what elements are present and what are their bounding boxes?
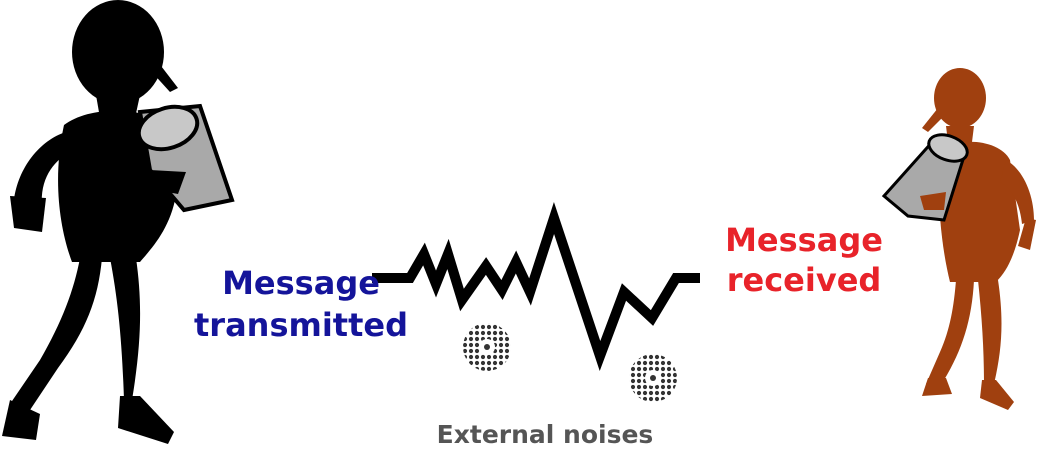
zigzag-signal-icon bbox=[372, 201, 700, 371]
tin-can-icon bbox=[881, 133, 969, 222]
receiver-label-line2: received bbox=[726, 261, 882, 299]
sender-label-line2: transmitted bbox=[193, 306, 408, 344]
receiver-label-line1: Message bbox=[725, 221, 883, 259]
receiver-figure-icon bbox=[912, 68, 1036, 410]
noise-burst-icon bbox=[463, 323, 511, 371]
message-received-label: Message received bbox=[712, 220, 896, 300]
sender-label-line1: Message bbox=[222, 264, 380, 302]
message-transmitted-label: Message transmitted bbox=[188, 262, 414, 346]
noise-burst-icon bbox=[629, 354, 677, 402]
sender-figure-icon bbox=[2, 0, 197, 444]
tin-can-icon bbox=[136, 103, 235, 213]
external-noises-label: External noises bbox=[436, 420, 654, 449]
